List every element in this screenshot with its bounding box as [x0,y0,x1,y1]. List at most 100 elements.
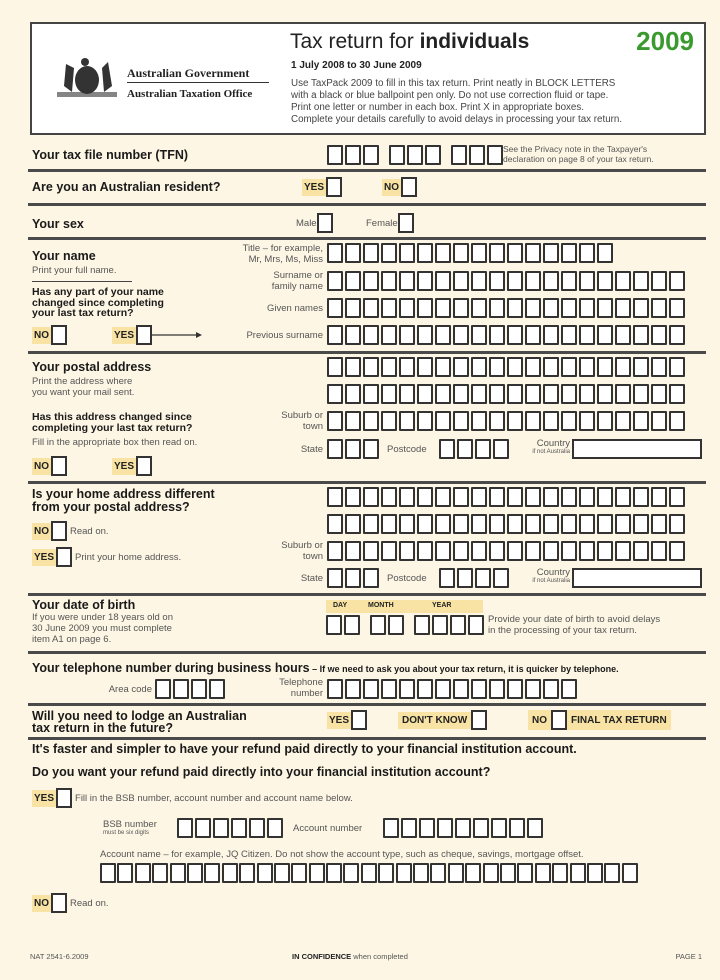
char-box[interactable] [417,271,433,291]
char-box[interactable] [561,325,577,345]
char-box[interactable] [465,863,482,883]
char-box[interactable] [615,298,631,318]
char-box[interactable] [633,357,649,377]
char-box[interactable] [579,487,595,507]
char-box[interactable] [597,325,613,345]
char-box[interactable] [633,487,649,507]
char-box[interactable] [469,145,485,165]
char-box[interactable] [597,411,613,431]
char-box[interactable] [489,487,505,507]
char-box[interactable] [370,615,386,635]
char-box[interactable] [453,325,469,345]
char-box[interactable] [363,243,379,263]
char-box[interactable] [543,541,559,561]
char-box[interactable] [363,298,379,318]
char-box[interactable] [552,863,569,883]
char-box[interactable] [473,818,489,838]
char-box[interactable] [579,243,595,263]
char-box[interactable] [597,243,613,263]
char-box[interactable] [507,298,523,318]
char-box[interactable] [327,298,343,318]
char-box[interactable] [191,679,207,699]
char-box[interactable] [327,679,343,699]
char-box[interactable] [487,145,503,165]
char-box[interactable] [381,298,397,318]
char-box[interactable] [669,541,685,561]
char-box[interactable] [453,298,469,318]
char-box[interactable] [651,541,667,561]
char-box[interactable] [399,679,415,699]
char-box[interactable] [363,487,379,507]
char-box[interactable] [633,411,649,431]
char-box[interactable] [633,271,649,291]
char-box[interactable] [345,568,361,588]
home-no-checkbox[interactable] [51,521,67,541]
char-box[interactable] [597,541,613,561]
char-box[interactable] [543,243,559,263]
char-box[interactable] [383,818,399,838]
char-box[interactable] [525,384,541,404]
char-box[interactable] [651,271,667,291]
given-names-input[interactable] [327,298,685,318]
char-box[interactable] [399,357,415,377]
bsb-input[interactable] [177,818,283,838]
char-box[interactable] [525,514,541,534]
char-box[interactable] [453,541,469,561]
char-box[interactable] [451,145,467,165]
char-box[interactable] [432,615,448,635]
char-box[interactable] [447,863,464,883]
char-box[interactable] [399,487,415,507]
char-box[interactable] [417,679,433,699]
char-box[interactable] [615,357,631,377]
char-box[interactable] [435,271,451,291]
char-box[interactable] [345,357,361,377]
char-box[interactable] [615,325,631,345]
char-box[interactable] [561,298,577,318]
char-box[interactable] [561,357,577,377]
name-changed-no-checkbox[interactable] [51,325,67,345]
char-box[interactable] [517,863,534,883]
char-box[interactable] [327,439,343,459]
char-box[interactable] [326,615,342,635]
char-box[interactable] [381,411,397,431]
char-box[interactable] [669,325,685,345]
char-box[interactable] [388,615,404,635]
char-box[interactable] [169,863,186,883]
char-box[interactable] [327,384,343,404]
char-box[interactable] [417,243,433,263]
char-box[interactable] [327,541,343,561]
char-box[interactable] [453,243,469,263]
char-box[interactable] [435,357,451,377]
char-box[interactable] [327,411,343,431]
char-box[interactable] [345,411,361,431]
char-box[interactable] [543,325,559,345]
sex-female-option[interactable]: Female [366,213,414,233]
char-box[interactable] [579,298,595,318]
char-box[interactable] [327,514,343,534]
char-box[interactable] [345,514,361,534]
char-box[interactable] [413,863,430,883]
char-box[interactable] [453,487,469,507]
char-box[interactable] [561,384,577,404]
char-box[interactable] [482,863,499,883]
char-box[interactable] [597,487,613,507]
char-box[interactable] [597,271,613,291]
postal-address-line-2[interactable] [327,384,685,404]
char-box[interactable] [507,384,523,404]
char-box[interactable] [615,514,631,534]
char-box[interactable] [669,514,685,534]
char-box[interactable] [455,818,471,838]
refund-no-checkbox[interactable] [51,893,67,913]
char-box[interactable] [633,325,649,345]
char-box[interactable] [360,863,377,883]
char-box[interactable] [489,514,505,534]
char-box[interactable] [414,615,430,635]
postal-changed-no[interactable]: NO [32,456,67,476]
char-box[interactable] [363,679,379,699]
char-box[interactable] [597,357,613,377]
char-box[interactable] [507,271,523,291]
char-box[interactable] [489,679,505,699]
char-box[interactable] [651,514,667,534]
char-box[interactable] [493,439,509,459]
char-box[interactable] [543,679,559,699]
